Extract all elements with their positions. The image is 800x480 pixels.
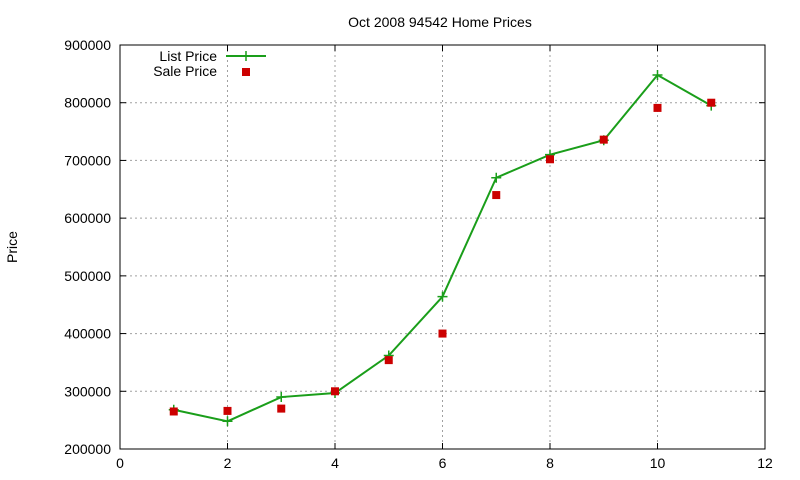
series-sale-price: [169, 98, 716, 416]
series-layer: [168, 70, 717, 427]
y-tick-label: 500000: [64, 268, 111, 284]
data-point-square: [169, 407, 178, 416]
x-tick-label: 12: [757, 455, 773, 471]
grid: [120, 45, 765, 449]
plot-frame: [119, 44, 766, 450]
x-tick-label: 8: [546, 455, 554, 471]
data-point-square: [223, 406, 232, 415]
legend-label-list-price: List Price: [159, 48, 217, 64]
data-point-square: [546, 155, 554, 164]
x-tick-label: 6: [439, 455, 447, 471]
x-tick-label: 0: [116, 455, 124, 471]
legend-label-sale-price: Sale Price: [153, 63, 217, 79]
data-point-square: [331, 387, 339, 396]
legend-marker-list-price: [241, 51, 251, 61]
legend: List Price Sale Price: [153, 48, 266, 79]
data-point-square: [438, 329, 447, 338]
x-tick-label: 10: [650, 455, 666, 471]
axis-ticks: 0 2 4 6 8 10 12 200000 300000 400000 500000 600000 7…: [64, 37, 773, 471]
chart-title: Oct 2008 94542 Home Prices: [348, 14, 532, 30]
legend-marker-sale-price: [242, 68, 250, 76]
y-tick-label: 900000: [64, 37, 111, 53]
data-point-plus: [222, 416, 233, 427]
data-point-plus: [437, 291, 448, 302]
data-point-square: [492, 191, 501, 200]
y-tick-label: 600000: [64, 210, 111, 226]
data-point-square: [277, 404, 286, 413]
data-point-plus: [491, 172, 502, 183]
data-point-square: [384, 356, 393, 365]
y-tick-label: 400000: [64, 326, 111, 342]
data-point-plus: [276, 392, 287, 403]
y-tick-label: 700000: [64, 152, 111, 168]
x-tick-label: 2: [224, 455, 232, 471]
series-list-price: [168, 70, 717, 427]
data-point-plus: [652, 70, 663, 81]
data-point-square: [707, 98, 716, 107]
y-tick-label: 800000: [64, 95, 111, 111]
y-axis-label: Price: [4, 231, 20, 263]
data-point-square: [653, 103, 662, 112]
y-tick-label: 300000: [64, 383, 111, 399]
x-tick-label: 4: [331, 455, 339, 471]
data-point-square: [599, 135, 608, 144]
y-tick-label: 200000: [64, 441, 111, 457]
